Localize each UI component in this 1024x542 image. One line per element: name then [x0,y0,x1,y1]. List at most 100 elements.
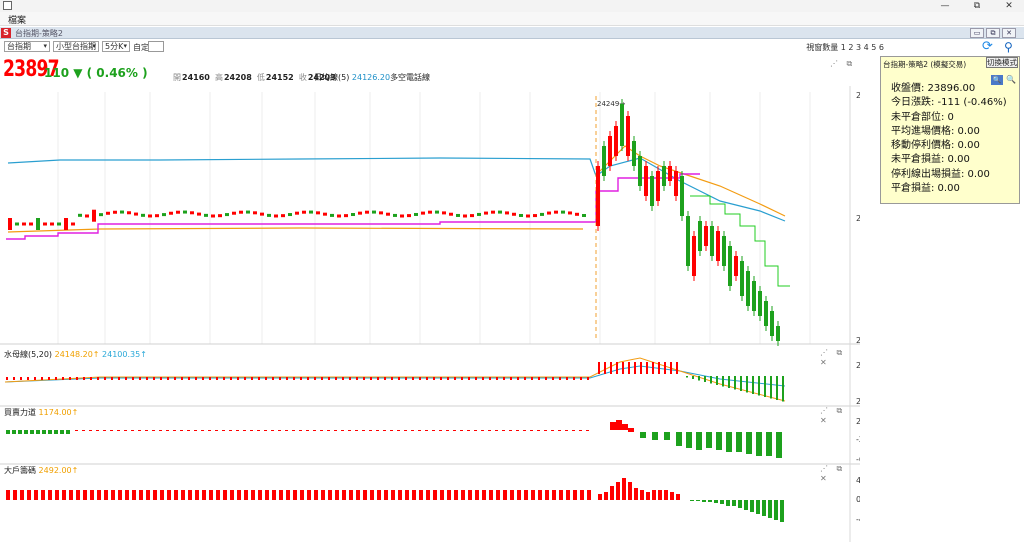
candle [561,210,565,214]
switch-mode-button[interactable]: 切換模式 [986,57,1018,68]
candle [674,171,678,196]
period-select[interactable]: 5分K ▾ [102,41,130,52]
indicator1-bar [76,377,78,380]
indicator3-bar [370,490,374,500]
candle [309,210,313,214]
ma-legend: 日均線(5) 24126.20多空電話線 [314,73,431,82]
indicator3-bar [209,490,213,500]
candle [281,214,285,218]
indicator1-bar [770,376,772,399]
indicator2-bar [495,430,498,431]
indicator2-bar [48,430,52,434]
candle [400,214,404,218]
indicator3-bar [552,490,556,500]
candle [295,211,299,215]
candle [267,213,271,217]
indicator3-bar [610,486,614,500]
indicator3-bar [475,490,479,500]
zoom-in-icon[interactable]: 🔍 [991,75,1003,85]
candle [746,271,750,306]
zoom-out-icon[interactable]: 🔍 [1006,75,1016,84]
indicator1-bar [132,377,134,380]
chevron-down-icon: ▾ [92,42,96,50]
indicator2-bar [36,430,40,434]
indicator2-bar [696,432,702,450]
indicator1-bar [676,362,678,374]
indicator3-legend: 大戶籌碼 2492.00↑ [4,466,79,475]
indicator2-bar [208,430,211,431]
indicator3-bar [496,490,500,500]
indicator1-bar [616,362,618,374]
indicator3-bar [237,490,241,500]
candle [92,209,96,222]
indicator1-bar [640,362,642,374]
custom-label: 自定: [133,43,152,52]
indicator2-bar [278,430,281,431]
candle [148,214,152,218]
candle [106,211,110,215]
indicator2-bar [82,430,85,431]
candle [540,212,544,216]
candle [302,210,306,214]
symbol-select[interactable]: 台指期 ▾ [4,41,50,52]
candle [78,213,82,217]
indicator2-tools-icon[interactable]: ⋰ ⧉ ✕ [820,406,846,425]
indicator2-bar [467,430,470,431]
child-close-button[interactable]: ✕ [1002,28,1016,38]
menu-file[interactable]: 檔案 [8,16,27,26]
info-line: 未平倉部位: 0 [891,111,954,123]
indicator1-bar [412,377,414,380]
indicator2-bar [6,430,10,434]
indicator3-bar [461,490,465,500]
indicator1-bar [83,377,85,380]
indicator2-bar [355,430,358,431]
window-count-selector[interactable]: 視窗數量 1 2 3 4 5 6 [806,43,884,52]
minimize-button[interactable]: — [940,1,950,11]
child-restore-button[interactable]: ⧉ [986,28,1000,38]
candle [776,326,780,341]
indicator3-tools-icon[interactable]: ⋰ ⧉ ✕ [820,464,846,483]
candle [491,210,495,214]
refresh-icon[interactable]: ⟳ [982,39,993,54]
indicator1-tools-icon[interactable]: ⋰ ⧉ ✕ [820,348,846,367]
indicator3-bar [167,490,171,500]
indicator1-bar [293,377,295,380]
indicator3-bar [76,490,80,500]
indicator1-bar [328,377,330,380]
info-line: 今日漲跌: -111 (-0.46%) [891,97,1007,109]
candle [183,210,187,214]
restore-button[interactable]: ⧉ [973,1,981,11]
candle [764,301,768,326]
indicator2-bar [341,430,344,431]
indicator1-bar [111,377,113,380]
candle [554,210,558,214]
indicator3-bar [90,490,94,500]
main-panel-tools-icon[interactable]: ⋰ ⧉ [830,59,856,68]
indicator2-bar [746,432,752,454]
indicator1-bar [356,377,358,380]
indicator3-bar [524,490,528,500]
contract-select[interactable]: 小型台指期 ▾ [53,41,99,52]
indicator3-bar [97,490,101,500]
user-remove-icon[interactable]: ⚲ [1004,40,1013,54]
indicator2-bar [628,428,634,432]
indicator2-bar [103,430,106,431]
indicator1-bar [314,377,316,380]
title-bar: — ⧉ ✕ [0,0,1024,12]
indicator3-bar [726,500,730,506]
chart-svg[interactable]: 24264240752388624249→2.42万2.39万2000-2000… [0,86,882,542]
indicator2-bar [271,430,274,431]
indicator2-bar [610,422,616,430]
indicator2-bar [187,430,190,431]
indicator1-bar [610,362,612,374]
indicator3-axis-label: 0 [856,495,860,504]
indicator3-bar [328,490,332,500]
indicator2-bar [622,424,628,430]
close-button[interactable]: ✕ [1005,1,1013,11]
child-minimize-button[interactable]: ▭ [970,28,984,38]
indicator3-bar [398,490,402,500]
candle [547,211,551,215]
indicator3-bar [223,490,227,500]
indicator1-bar [664,362,666,374]
custom-period-input[interactable] [148,41,164,52]
